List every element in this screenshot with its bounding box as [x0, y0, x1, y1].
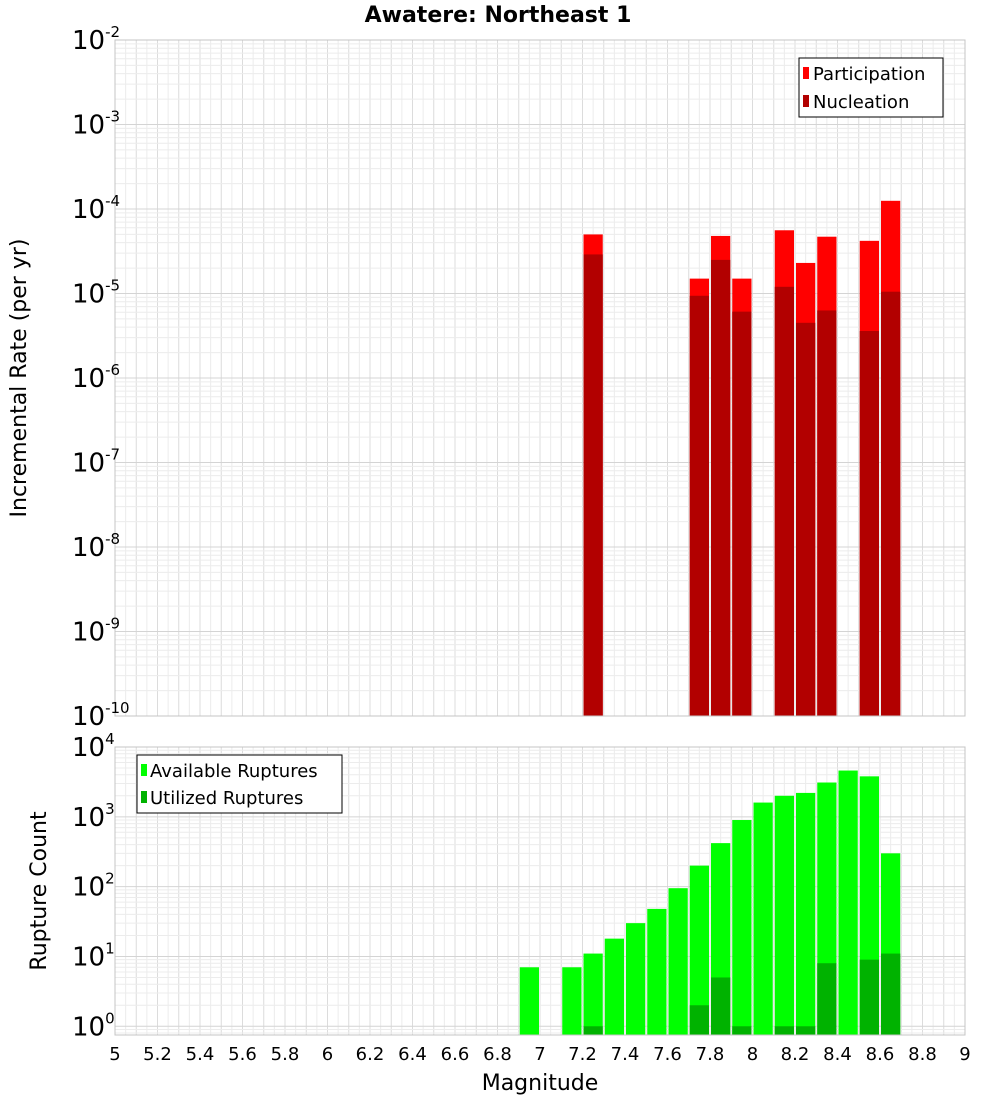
bot-bar-series1: [604, 938, 624, 1035]
bot-bar-series2: [796, 1026, 816, 1035]
rate-legend-box: [798, 57, 944, 118]
bot-bar-series2: [817, 963, 837, 1035]
bot-bar-series1: [583, 953, 603, 1035]
x-tick-label: 6: [322, 1044, 333, 1065]
count-legend-box: [136, 754, 343, 814]
count-plot-frame: [114, 746, 966, 1036]
bot-bar-series2: [711, 977, 731, 1035]
top-y-tick-label: 10-6: [72, 361, 120, 394]
x-tick-label: 5.4: [186, 1044, 215, 1065]
x-tick-label: 6.4: [398, 1044, 427, 1065]
bot-y-tick-label: 104: [72, 730, 115, 763]
legend-label-participation: Participation: [813, 64, 925, 85]
bot-bar-series2: [859, 959, 879, 1035]
top-y-tick-label: 10-7: [72, 446, 120, 479]
x-tick-label: 6.8: [483, 1044, 512, 1065]
bot-bar-series1: [647, 908, 667, 1035]
top-bar-series2: [881, 291, 901, 716]
bot-bar-series1: [774, 795, 794, 1035]
x-tick-label: 7: [534, 1044, 545, 1065]
top-bar-series2: [796, 322, 816, 716]
bot-bar-series1: [668, 888, 688, 1035]
rate-plot-frame: [114, 39, 966, 717]
bot-bar-series1: [519, 967, 539, 1035]
top-y-tick-label: 10-2: [72, 23, 120, 56]
bot-y-tick-label: 103: [72, 800, 115, 833]
legend-label-available: Available Ruptures: [150, 761, 318, 782]
legend-label-utilized: Utilized Ruptures: [150, 788, 303, 809]
legend-swatch-nucleation: [803, 95, 809, 107]
bot-bar-series1: [562, 967, 582, 1035]
top-y-tick-label: 10-10: [72, 699, 130, 732]
bot-bar-series2: [583, 1026, 603, 1035]
top-y-tick-label: 10-3: [72, 108, 120, 141]
legend-swatch-available: [141, 764, 147, 776]
top-bar-series2: [817, 310, 837, 716]
x-axis-label: Magnitude: [482, 1071, 599, 1096]
bot-bar-series1: [689, 865, 709, 1035]
x-tick-label: 8.6: [866, 1044, 895, 1065]
bot-bar-series1: [732, 820, 752, 1035]
x-tick-label: 7.4: [611, 1044, 640, 1065]
top-y-tick-label: 10-8: [72, 530, 120, 563]
bot-y-tick-label: 101: [72, 939, 115, 972]
rate-panel: 10-10 10-9 10-8 10-7 10-6 10-5 10-4 10-3 10-2 In…: [7, 23, 966, 732]
top-y-tick-label: 10-9: [72, 615, 120, 648]
top-bar-series2: [774, 286, 794, 716]
top-bar-series2: [583, 254, 603, 716]
x-tick-label: 5: [109, 1044, 120, 1065]
count-legend: Available Ruptures Utilized Ruptures: [136, 754, 343, 814]
bot-bar-series1: [838, 770, 858, 1035]
x-tick-label: 8: [747, 1044, 758, 1065]
x-tick-label: 7.2: [568, 1044, 597, 1065]
legend-swatch-utilized: [141, 791, 147, 803]
x-tick-label: 5.6: [228, 1044, 257, 1065]
rate-legend: Participation Nucleation: [798, 57, 944, 118]
top-y-tick-label: 10-5: [72, 277, 120, 310]
x-tick-label: 9: [959, 1044, 970, 1065]
x-tick-label: 8.8: [908, 1044, 937, 1065]
top-bar-series2: [689, 295, 709, 716]
x-tick-label: 5.2: [143, 1044, 172, 1065]
legend-swatch-participation: [803, 67, 809, 79]
x-tick-label: 6.2: [356, 1044, 385, 1065]
bot-bar-series2: [689, 1005, 709, 1035]
x-tick-label: 5.8: [271, 1044, 300, 1065]
bot-bar-series2: [774, 1026, 794, 1035]
bot-bar-series2: [881, 953, 901, 1035]
bot-y-tick-label: 102: [72, 870, 115, 903]
x-tick-label: 7.8: [696, 1044, 725, 1065]
x-tick-label: 6.6: [441, 1044, 470, 1065]
bot-bar-series2: [732, 1026, 752, 1035]
count-panel: 100 101 102 103 104 5 5.2 5.4 5.6 5.8 6 6.2 6.4 6.6 6…: [27, 730, 971, 1096]
bot-y-tick-label: 100: [72, 1009, 115, 1042]
bot-bar-series1: [753, 802, 773, 1035]
x-tick-label: 8.4: [823, 1044, 852, 1065]
x-tick-label: 8.2: [781, 1044, 810, 1065]
bot-bar-series1: [626, 923, 646, 1035]
rate-y-axis-label: Incremental Rate (per yr): [7, 239, 32, 518]
legend-label-nucleation: Nucleation: [813, 92, 909, 113]
x-tick-label: 7.6: [653, 1044, 682, 1065]
top-bar-series2: [711, 259, 731, 716]
top-bar-series2: [732, 311, 752, 716]
count-y-axis-label: Rupture Count: [27, 811, 52, 971]
top-y-tick-label: 10-4: [72, 192, 120, 225]
top-bar-series2: [859, 330, 879, 716]
bot-bar-series1: [796, 792, 816, 1035]
chart-title: Awatere: Northeast 1: [365, 3, 632, 28]
